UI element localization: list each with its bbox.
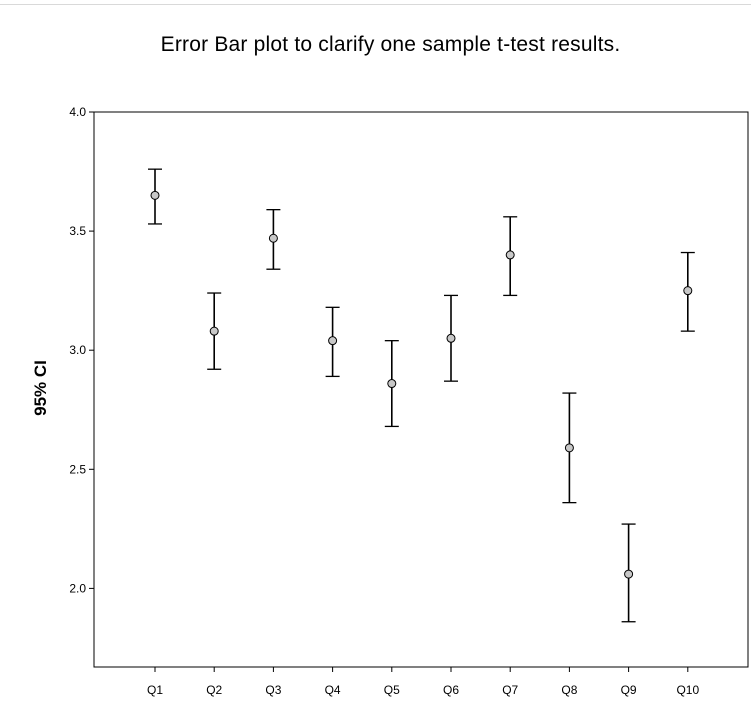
error-bar-q3 xyxy=(266,209,281,270)
x-tick-label: Q6 xyxy=(443,683,459,697)
x-tick-label: Q2 xyxy=(206,683,222,697)
error-bars xyxy=(148,168,695,623)
mean-point xyxy=(505,250,515,260)
error-bar-q5 xyxy=(384,340,399,428)
y-tick-label: 3.5 xyxy=(69,224,86,238)
error-bar-q9 xyxy=(621,523,636,623)
mean-point xyxy=(150,190,160,200)
y-tick-label: 4.0 xyxy=(69,105,86,119)
mean-point xyxy=(268,233,278,243)
plot-frame xyxy=(93,111,749,668)
x-tick-label: Q4 xyxy=(325,683,341,697)
y-tick-label: 2.5 xyxy=(69,462,86,476)
error-bar-q4 xyxy=(325,306,340,378)
error-bar-q8 xyxy=(562,392,577,504)
mean-point xyxy=(387,379,397,389)
y-ticks: 2.0 2.5 3.0 3.5 4.0 xyxy=(69,105,94,595)
x-tick-label: Q8 xyxy=(561,683,577,697)
error-bar-q1 xyxy=(148,168,162,225)
error-bar-q6 xyxy=(444,294,458,382)
y-axis-label: 95% CI xyxy=(31,360,50,416)
mean-point xyxy=(683,286,693,296)
x-tick-label: Q3 xyxy=(265,683,281,697)
x-tick-label: Q5 xyxy=(384,683,400,697)
axes xyxy=(93,111,749,668)
x-ticks: Q1 Q2 Q3 Q4 Q5 Q6 Q7 Q8 Q9 Q10 xyxy=(147,667,699,697)
x-tick-label: Q10 xyxy=(676,683,699,697)
y-tick-label: 3.0 xyxy=(69,343,86,357)
x-tick-label: Q9 xyxy=(621,683,637,697)
mean-point xyxy=(624,569,634,579)
error-bar-q7 xyxy=(503,216,518,297)
top-divider xyxy=(0,4,751,5)
mean-point xyxy=(209,326,219,336)
error-bar-q2 xyxy=(207,292,222,370)
mean-point xyxy=(446,333,456,343)
y-tick-label: 2.0 xyxy=(69,581,86,595)
mean-point xyxy=(564,443,574,453)
x-tick-label: Q1 xyxy=(147,683,163,697)
mean-point xyxy=(328,336,338,346)
chart-title: Error Bar plot to clarify one sample t-t… xyxy=(160,33,621,56)
x-tick-label: Q7 xyxy=(502,683,518,697)
error-bar-q10 xyxy=(680,251,695,332)
